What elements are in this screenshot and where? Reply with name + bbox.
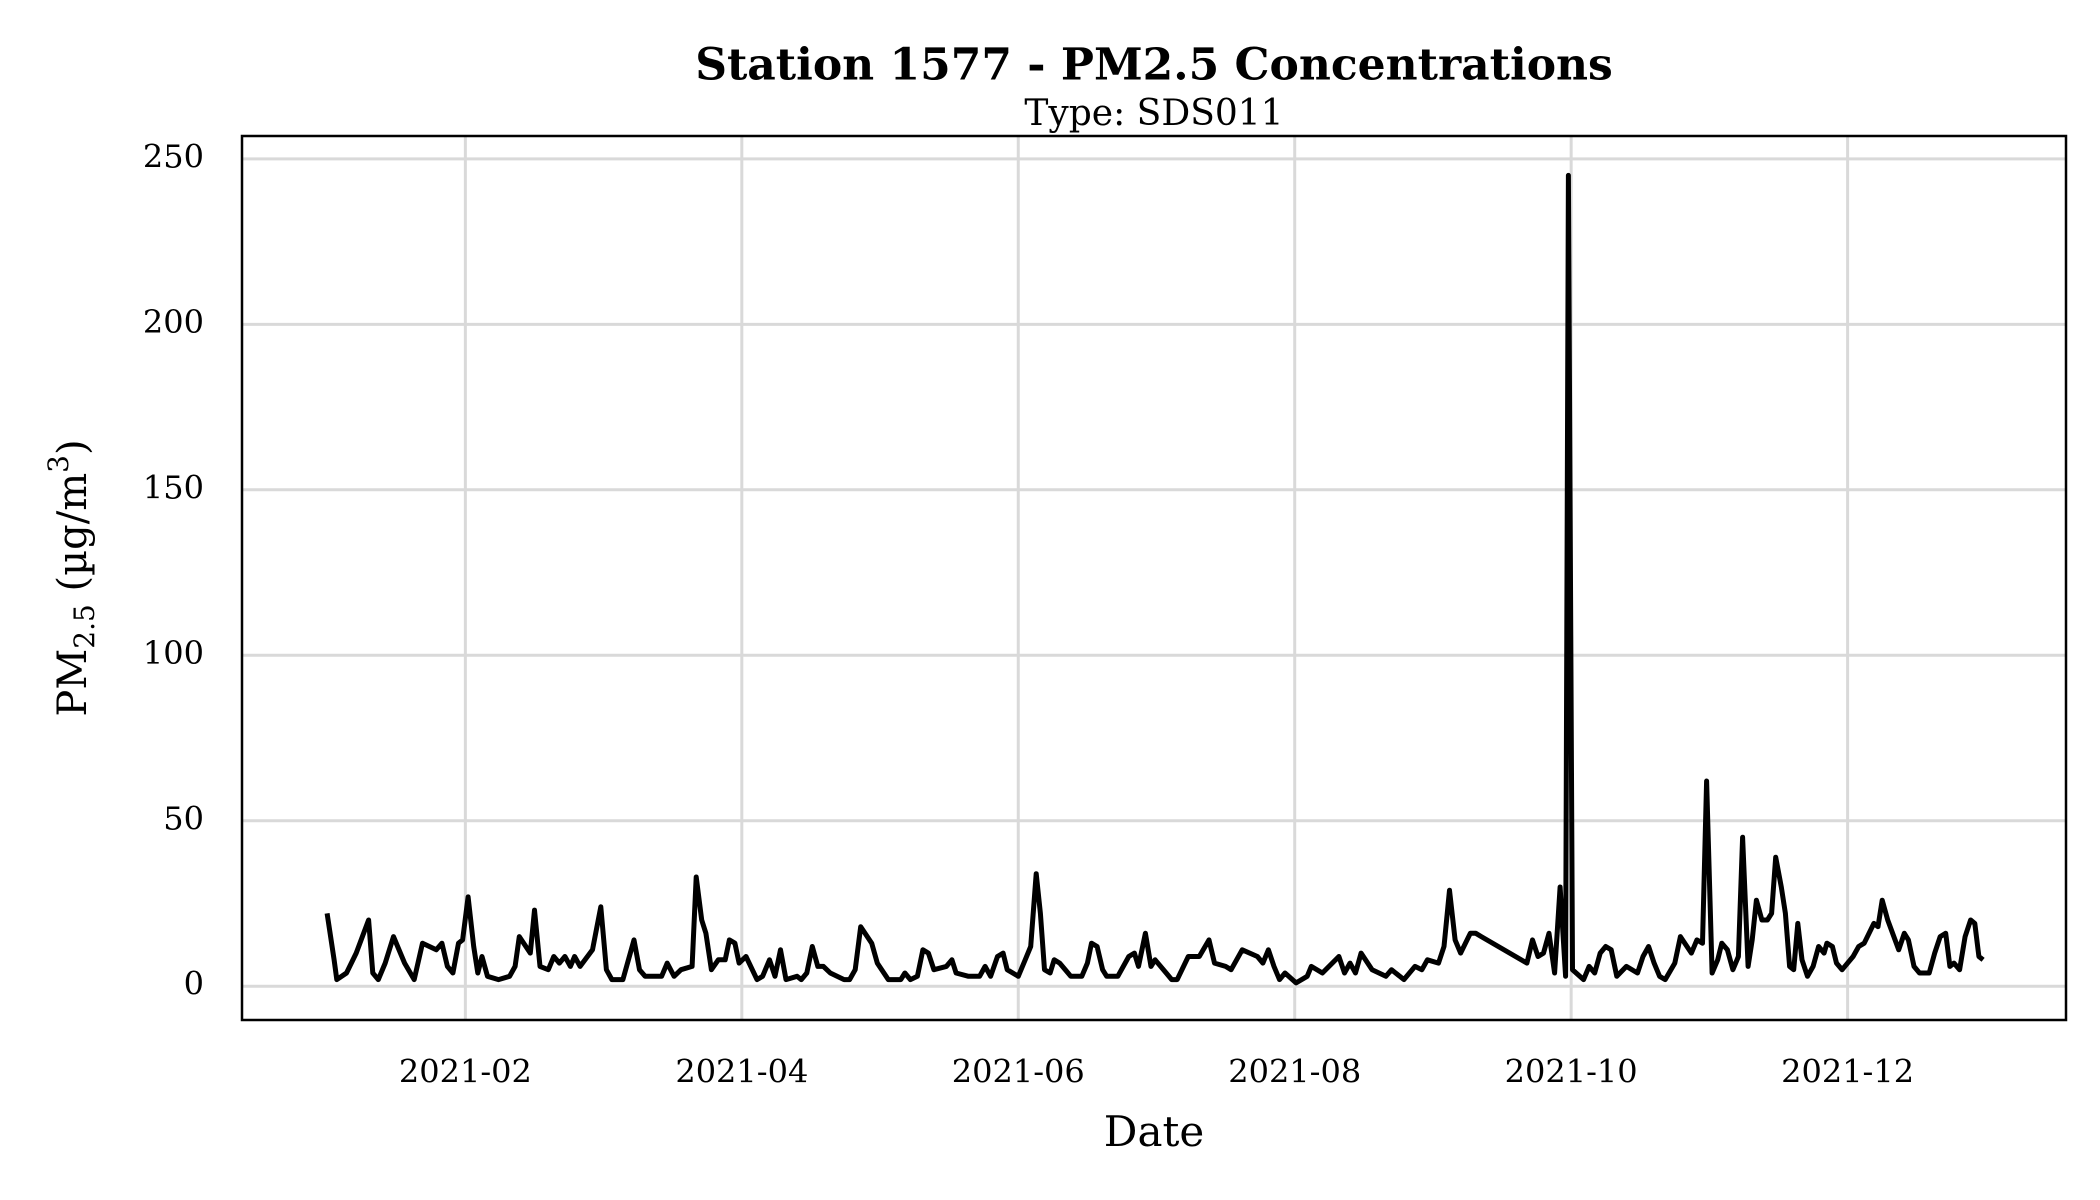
y-tick-label: 250 bbox=[143, 137, 204, 175]
y-tick-label: 150 bbox=[143, 468, 204, 506]
x-tick-label: 2021-12 bbox=[1781, 1053, 1914, 1091]
x-tick-label: 2021-02 bbox=[399, 1053, 532, 1091]
y-tick-label: 0 bbox=[184, 965, 204, 1003]
y-label-part: ) bbox=[50, 439, 96, 455]
chart-title: Station 1577 - PM2.5 Concentrations bbox=[695, 40, 1613, 91]
x-tick-label: 2021-04 bbox=[675, 1053, 808, 1091]
y-tick-label: 50 bbox=[163, 799, 204, 837]
plot-frame bbox=[240, 134, 2068, 1022]
y-label-part: (µg/m bbox=[50, 473, 96, 604]
y-label-subscript: 2.5 bbox=[68, 604, 101, 649]
y-label-superscript: 3 bbox=[42, 455, 75, 473]
chart-subtitle: Type: SDS011 bbox=[1024, 93, 1283, 134]
y-tick-label: 100 bbox=[143, 634, 204, 672]
x-axis-label: Date bbox=[1104, 1107, 1204, 1156]
y-tick-label: 200 bbox=[143, 303, 204, 341]
y-label-part: PM bbox=[50, 649, 96, 717]
data-line bbox=[324, 172, 1985, 986]
x-tick-label: 2021-06 bbox=[952, 1053, 1085, 1091]
y-axis-label: PM2.5 (µg/m3) bbox=[42, 439, 101, 716]
x-tick-label: 2021-08 bbox=[1228, 1053, 1361, 1091]
x-tick-label: 2021-10 bbox=[1505, 1053, 1638, 1091]
